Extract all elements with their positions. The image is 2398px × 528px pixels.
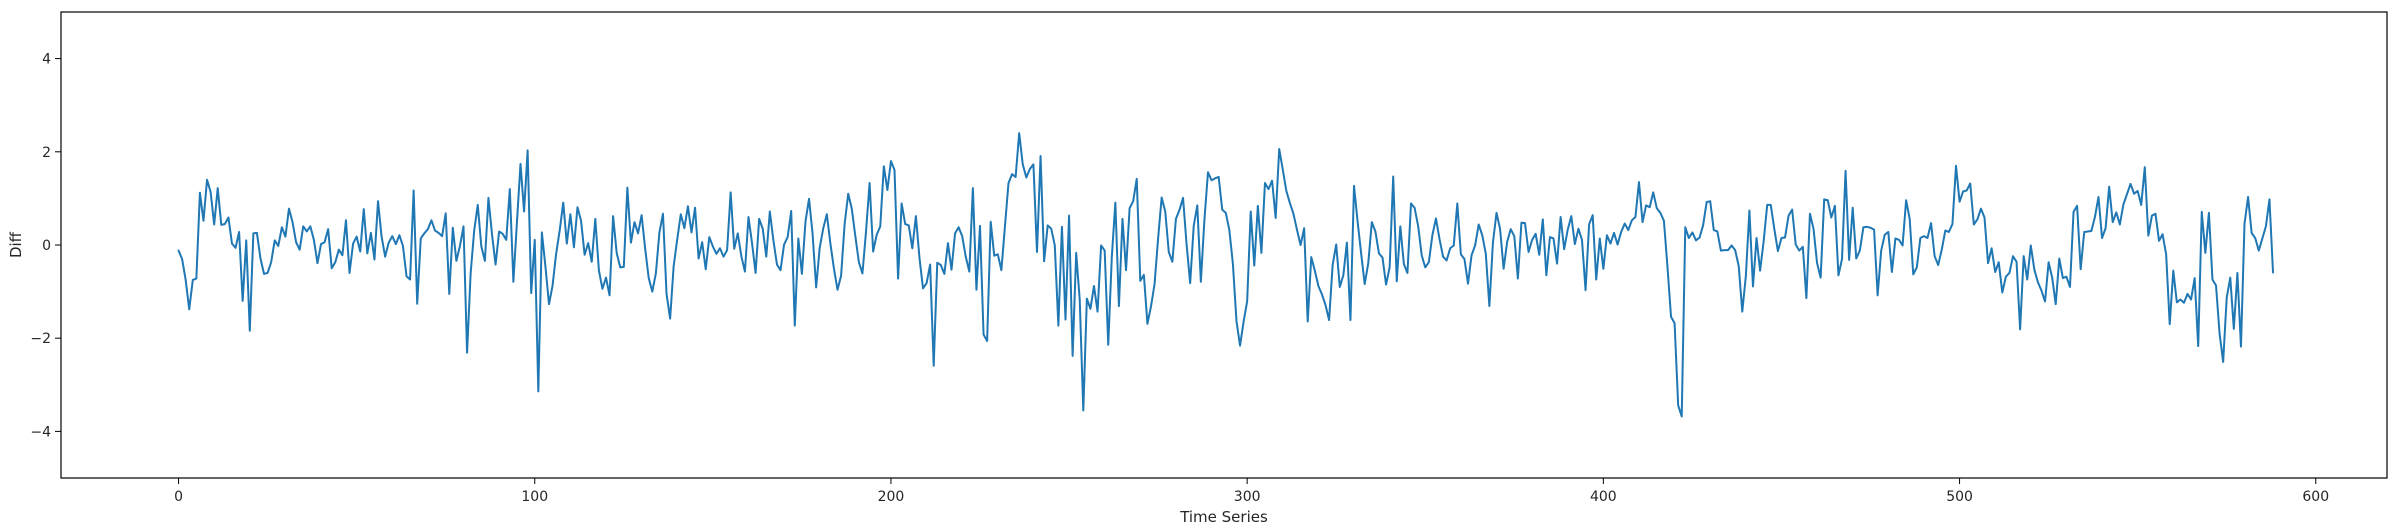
axis-ticks: 0 100 200 300 400 500 600 −4 −2 0 2 4 <box>30 52 2329 505</box>
x-tick-label: 600 <box>2302 489 2329 505</box>
y-tick-label: 0 <box>42 238 51 254</box>
x-tick-label: 300 <box>1234 489 1261 505</box>
x-axis-label: Time Series <box>1179 508 1268 526</box>
y-axis-label: Diff <box>7 231 25 258</box>
y-tick-label: −2 <box>30 331 51 347</box>
y-tick-label: 2 <box>42 145 51 161</box>
x-tick-label: 500 <box>1946 489 1973 505</box>
x-tick-label: 200 <box>878 489 905 505</box>
plot-frame <box>60 11 2388 479</box>
x-tick-label: 400 <box>1590 489 1617 505</box>
x-tick-label: 0 <box>174 489 183 505</box>
y-tick-label: 4 <box>42 52 51 68</box>
series-line <box>177 132 2275 418</box>
y-tick-label: −4 <box>30 424 51 440</box>
x-tick-label: 100 <box>521 489 548 505</box>
